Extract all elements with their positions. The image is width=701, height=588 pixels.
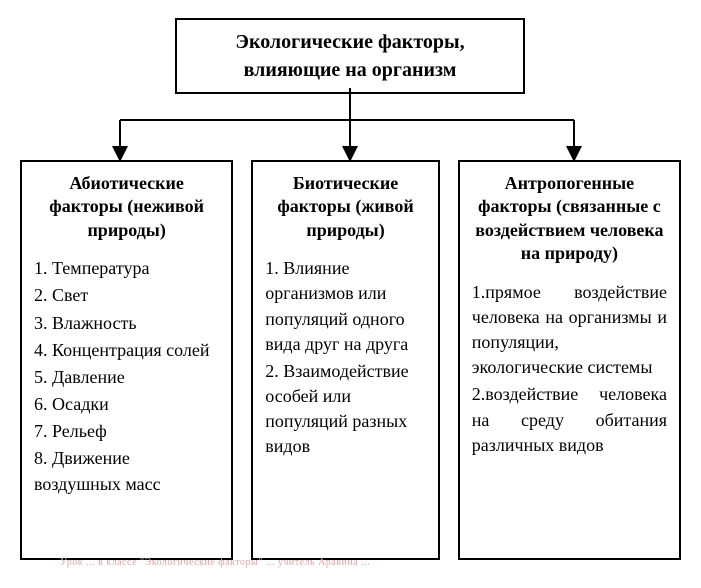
column-heading: Антропогенные факторы (связанные с возде… [472, 172, 667, 266]
column-abiotic: Абиотические факторы (неживой природы) 1… [20, 160, 233, 560]
list-item: 4. Концентрация солей [34, 338, 219, 363]
list-item: 2.воздействие человека на среду обитания… [472, 382, 667, 458]
list-item: 1.прямое воздействие человека на организ… [472, 280, 667, 381]
list-item: 3. Влажность [34, 311, 219, 336]
list-item: 8. Движение воздушных масс [34, 446, 219, 496]
list-item: 2. Взаимодействие особей или популяций р… [265, 359, 426, 460]
list-item: 1. Температура [34, 256, 219, 281]
list-item: 1. Влияние организмов или популяций одно… [265, 256, 426, 357]
column-heading: Абиотические факторы (неживой природы) [34, 172, 219, 242]
column-anthropogenic: Антропогенные факторы (связанные с возде… [458, 160, 681, 560]
list-item: 6. Осадки [34, 392, 219, 417]
list-item: 5. Давление [34, 365, 219, 390]
column-biotic: Биотические факторы (живой природы) 1. В… [251, 160, 440, 560]
root-title: Экологические факторы, влияющие на орган… [189, 28, 511, 84]
watermark-text: Урок ... в классе "Экологические факторы… [60, 557, 370, 568]
columns-container: Абиотические факторы (неживой природы) 1… [20, 160, 681, 560]
column-heading: Биотические факторы (живой природы) [265, 172, 426, 242]
root-node: Экологические факторы, влияющие на орган… [175, 18, 525, 94]
list-item: 2. Свет [34, 283, 219, 308]
list-item: 7. Рельеф [34, 419, 219, 444]
